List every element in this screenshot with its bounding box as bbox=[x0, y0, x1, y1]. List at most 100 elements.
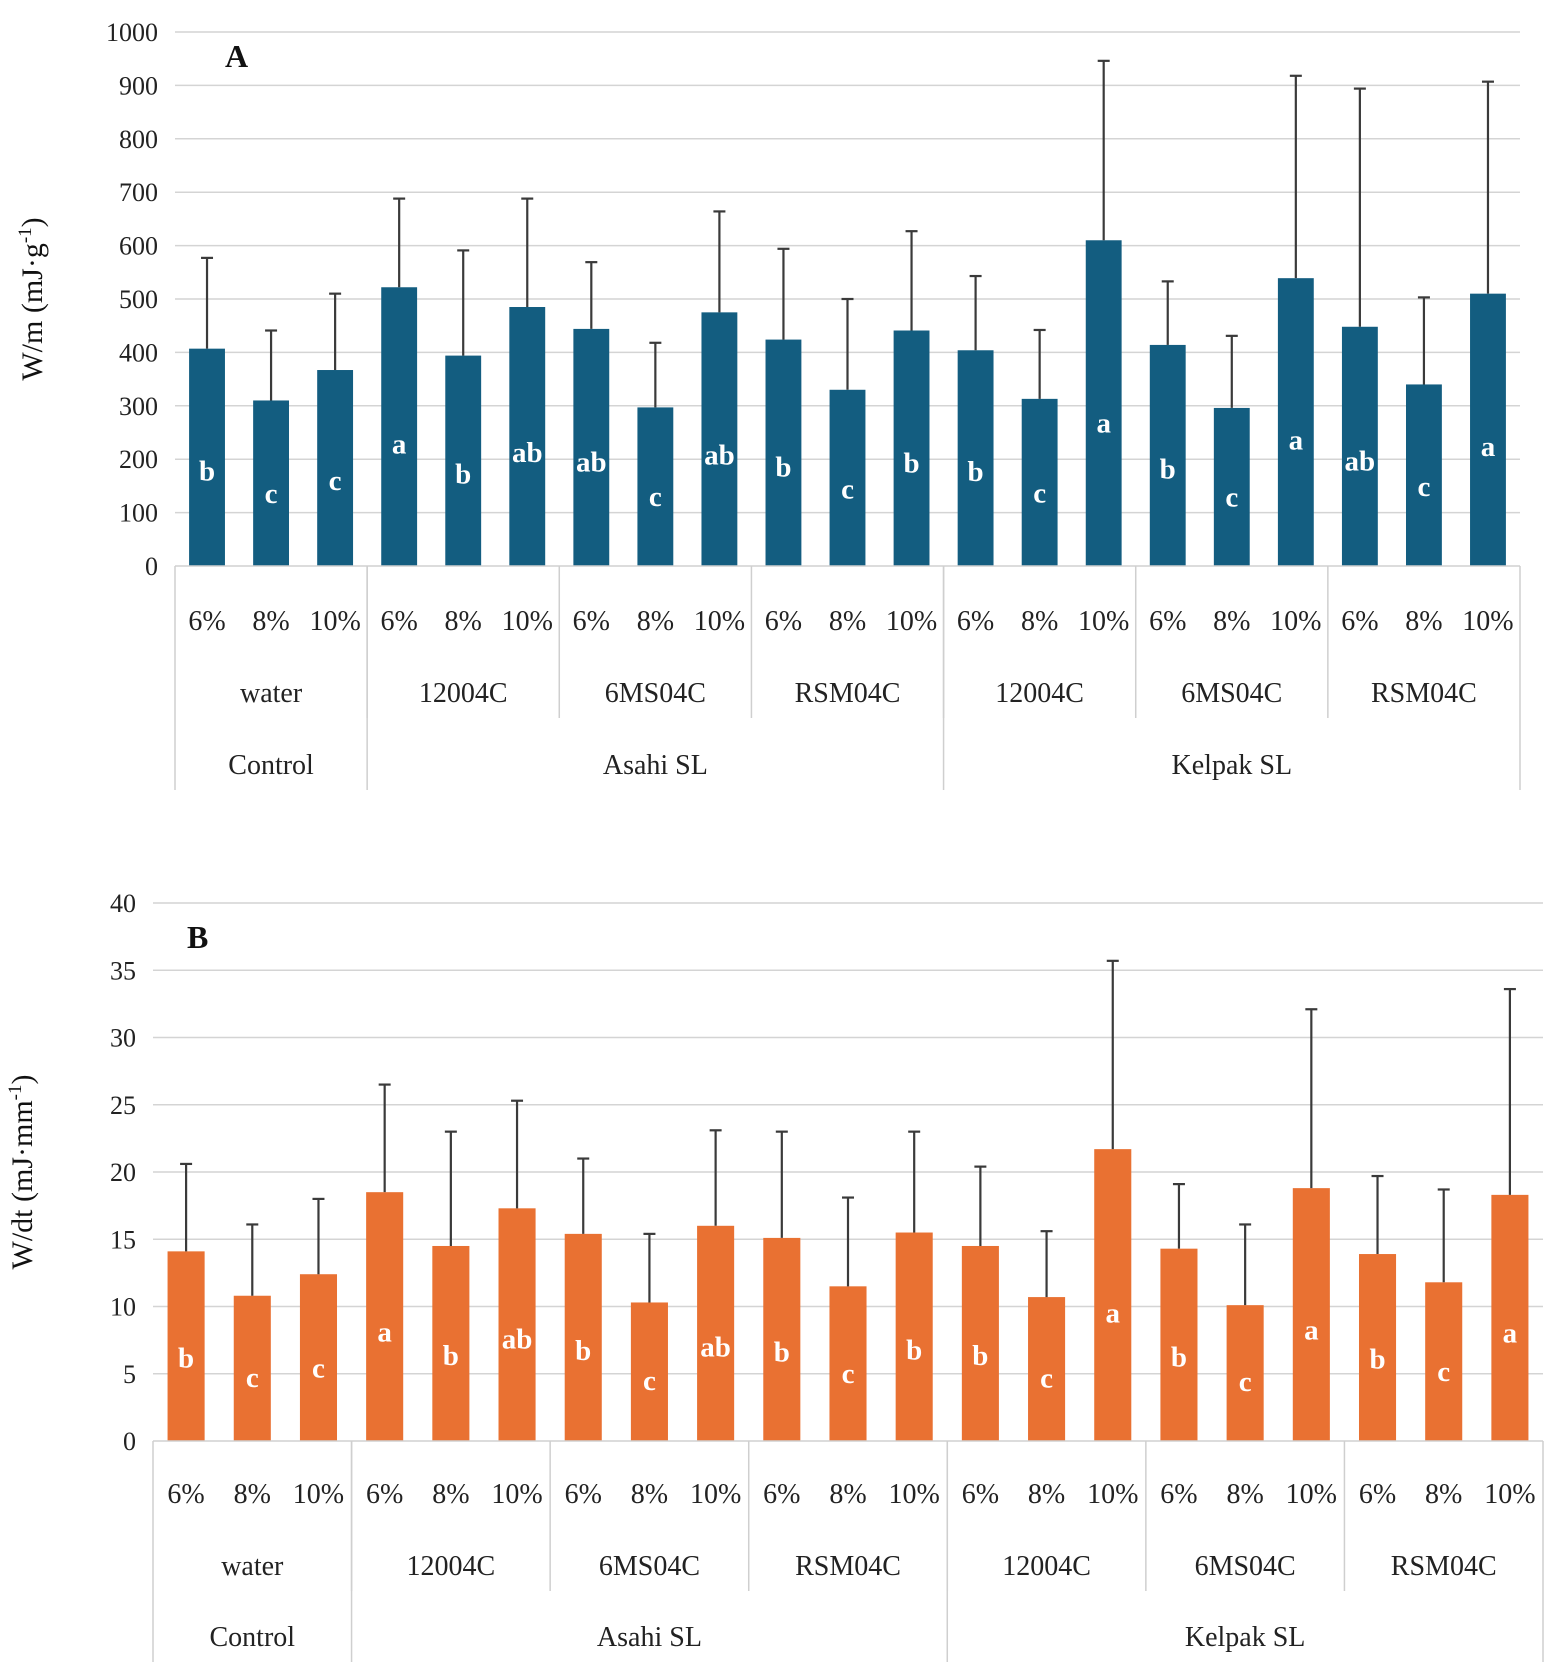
panel-b-significance-letter: b bbox=[774, 1337, 790, 1369]
panel-a-x-tick-label: 10% bbox=[1078, 606, 1129, 637]
panel-b-error-bar bbox=[1305, 1008, 1318, 1189]
panel-a-error-bar bbox=[329, 292, 342, 371]
panel-b-significance-letter: c bbox=[643, 1365, 656, 1397]
panel-a-bar bbox=[189, 348, 225, 566]
panel-a-error-bar bbox=[649, 341, 662, 408]
panel-b-bar bbox=[233, 1295, 271, 1441]
panel-b-y-tick-label: 30 bbox=[110, 1024, 136, 1053]
panel-a-y-tick-label: 300 bbox=[119, 392, 158, 421]
panel-a-significance-letter: b bbox=[199, 455, 215, 487]
panel-a-significance-letter: b bbox=[775, 451, 791, 483]
panel-a-group-label: 12004C bbox=[419, 678, 508, 709]
panel-b-x-tick-label: 8% bbox=[432, 1479, 469, 1510]
panel-a-error-bar bbox=[1289, 74, 1302, 279]
panel-b-error-bar bbox=[1503, 987, 1516, 1195]
panel-b-bar bbox=[1491, 1194, 1529, 1441]
panel-a-x-tick-label: 10% bbox=[502, 606, 553, 637]
panel-b-panel-label: B bbox=[187, 919, 208, 955]
panel-a-significance-letter: c bbox=[649, 481, 662, 513]
panel-b-bar bbox=[1094, 1149, 1132, 1441]
panel-b-x-tick-label: 6% bbox=[366, 1479, 403, 1510]
panel-b-bar bbox=[829, 1286, 867, 1441]
panel-b-x-tick-label: 10% bbox=[889, 1479, 940, 1510]
panel-a-error-bar bbox=[393, 197, 406, 288]
panel-a-significance-letter: b bbox=[903, 447, 919, 479]
panel-a-bar bbox=[317, 370, 354, 566]
panel-b-error-bar bbox=[577, 1157, 590, 1234]
panel-a-error-bar bbox=[969, 274, 982, 351]
panel-a-significance-letter: b bbox=[455, 458, 471, 490]
panel-b-significance-letter: c bbox=[1437, 1356, 1450, 1388]
panel-b-bar bbox=[366, 1192, 404, 1441]
panel-a-y-tick-label: 100 bbox=[119, 499, 158, 528]
panel-a-bar bbox=[893, 330, 930, 566]
panel-a-significance-letter: a bbox=[1289, 424, 1304, 456]
panel-b-bar bbox=[498, 1208, 536, 1441]
panel-a-error-bar bbox=[1353, 87, 1366, 327]
panel-a-significance-letter: c bbox=[841, 473, 854, 505]
panel-a-significance-letter: b bbox=[1160, 454, 1176, 486]
panel-b-x-tick-label: 8% bbox=[1226, 1479, 1263, 1510]
panel-b-bar bbox=[961, 1245, 999, 1441]
panel-a-bar bbox=[765, 339, 802, 566]
panel-b-error-bar bbox=[709, 1129, 722, 1226]
panel-b-significance-letter: c bbox=[842, 1358, 855, 1390]
panel-a-supergroup-label: Control bbox=[228, 750, 314, 781]
panel-b-y-tick-label: 40 bbox=[110, 889, 136, 918]
panel-a-x-tick-label: 8% bbox=[637, 606, 674, 637]
panel-a-significance-letter: ab bbox=[1345, 446, 1376, 478]
panel-a-y-tick-label: 1000 bbox=[106, 18, 158, 47]
panel-a-bar bbox=[1341, 326, 1378, 566]
panel-a-group-label: water bbox=[240, 678, 303, 709]
panel-b-x-tick-label: 6% bbox=[565, 1479, 602, 1510]
panel-a-significance-letter: c bbox=[1225, 481, 1238, 513]
panel-a-significance-letter: ab bbox=[576, 447, 607, 479]
panel-b-x-tick-label: 10% bbox=[293, 1479, 344, 1510]
panel-a-error-bar bbox=[265, 329, 278, 401]
panel-a-significance-letter: b bbox=[968, 456, 984, 488]
panel-a-group-label: RSM04C bbox=[1371, 678, 1477, 709]
panel-a-x-tick-label: 8% bbox=[829, 606, 866, 637]
panel-b-bar bbox=[1160, 1248, 1198, 1441]
panel-b-x-tick-label: 10% bbox=[1286, 1479, 1337, 1510]
panel-a-x-tick-label: 10% bbox=[309, 606, 360, 637]
panel-b-error-bar bbox=[511, 1099, 524, 1209]
panel-b-y-tick-label: 20 bbox=[110, 1158, 136, 1187]
panel-b-x-tick-label: 10% bbox=[1484, 1479, 1535, 1510]
panel-b-x-tick-label: 6% bbox=[1160, 1479, 1197, 1510]
panel-b-bar bbox=[299, 1274, 338, 1441]
panel-a-y-tick-label: 200 bbox=[119, 445, 158, 474]
panel-a-bar bbox=[253, 400, 290, 566]
panel-b-error-bar bbox=[1106, 959, 1119, 1150]
panel-b-group-label: water bbox=[221, 1551, 284, 1582]
panel-a-panel-label: A bbox=[225, 38, 248, 74]
panel-b-group-label: RSM04C bbox=[795, 1551, 901, 1582]
panel-a-x-tick-label: 10% bbox=[1270, 606, 1321, 637]
panel-a-x-tick-label: 6% bbox=[381, 606, 418, 637]
panel-b-group-label: 12004C bbox=[407, 1551, 496, 1582]
panel-b-significance-letter: b bbox=[575, 1335, 591, 1367]
panel-b-bar bbox=[564, 1233, 602, 1441]
panel-b-significance-letter: c bbox=[1239, 1366, 1252, 1398]
panel-a-error-bar bbox=[585, 261, 598, 329]
panel-b-significance-letter: b bbox=[1369, 1344, 1385, 1376]
panel-b-y-axis-label: W/dt (mJ·mm-1) bbox=[5, 1075, 39, 1270]
panel-b-bar bbox=[432, 1245, 470, 1441]
panel-b-bar bbox=[697, 1225, 735, 1441]
panel-a-x-tick-label: 8% bbox=[445, 606, 482, 637]
panel-a-group-label: RSM04C bbox=[795, 678, 901, 709]
panel-b-bar bbox=[763, 1237, 801, 1441]
panel-b-bar bbox=[1358, 1254, 1397, 1441]
panel-a-x-tick-label: 6% bbox=[957, 606, 994, 637]
panel-a-x-tick-label: 10% bbox=[886, 606, 937, 637]
panel-b-error-bar bbox=[908, 1130, 921, 1233]
panel-b-error-bar bbox=[775, 1130, 788, 1238]
panel-b-error-bar bbox=[1172, 1183, 1185, 1249]
panel-a-significance-letter: c bbox=[329, 465, 342, 497]
panel-a-y-tick-label: 500 bbox=[119, 285, 158, 314]
panel-b-x-tick-label: 6% bbox=[1359, 1479, 1396, 1510]
panel-b-error-bar bbox=[180, 1162, 193, 1252]
panel-a-x-tick-label: 8% bbox=[1405, 606, 1442, 637]
panel-a-supergroup-label: Kelpak SL bbox=[1172, 750, 1293, 781]
